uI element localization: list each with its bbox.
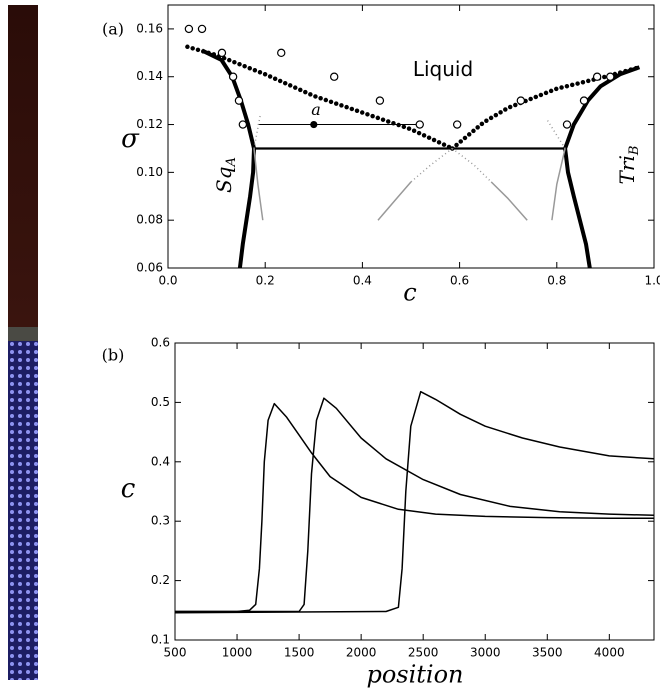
series-line bbox=[174, 390, 655, 614]
annotation: Liquid bbox=[413, 57, 473, 81]
open-circle bbox=[579, 96, 589, 105]
y-tick-label: 0.10 bbox=[136, 165, 163, 179]
y-tick-label: 0.6 bbox=[151, 336, 170, 350]
open-circle bbox=[516, 96, 526, 105]
open-circle bbox=[592, 72, 602, 81]
y-tick-label: 0.1 bbox=[151, 633, 170, 647]
open-circle bbox=[228, 72, 238, 81]
y-tick-label: 0.3 bbox=[151, 514, 170, 528]
open-circle bbox=[234, 96, 244, 105]
annotation: a bbox=[311, 100, 321, 119]
y-tick-label: 0.06 bbox=[136, 261, 163, 275]
annotation: SqA bbox=[212, 157, 239, 193]
open-circle bbox=[562, 120, 572, 129]
series-line bbox=[175, 402, 654, 613]
y-tick-label: 0.5 bbox=[151, 395, 170, 409]
x-tick-label: 500 bbox=[164, 646, 187, 660]
data-point bbox=[310, 120, 318, 129]
annotation-text: Liquid bbox=[413, 57, 473, 81]
series-line bbox=[253, 114, 262, 149]
x-tick-label: 1500 bbox=[284, 646, 315, 660]
y-axis-label: σ bbox=[121, 124, 140, 154]
annotation-text: a bbox=[311, 100, 321, 119]
series-line bbox=[201, 48, 256, 269]
panel: 0.0 0.2 0.4 0.6 0.8 1.0 0.06 0.08 0.10 0.12 0.14 0.… bbox=[102, 4, 660, 307]
x-tick-label: 1.0 bbox=[644, 274, 660, 288]
series-line bbox=[451, 147, 492, 183]
series-line bbox=[185, 44, 455, 151]
y-tick-label: 0.16 bbox=[136, 21, 163, 35]
series-line bbox=[175, 397, 655, 613]
series-line bbox=[490, 181, 528, 221]
series-line bbox=[377, 181, 412, 221]
y-tick-label: 0.4 bbox=[151, 454, 170, 468]
sample-strip bbox=[8, 5, 38, 680]
open-circle bbox=[375, 96, 385, 105]
x-tick-label: 4000 bbox=[594, 646, 625, 660]
open-circle bbox=[452, 120, 462, 129]
open-circle bbox=[415, 120, 424, 129]
axes-frame bbox=[167, 4, 655, 269]
annotation-text: Sq bbox=[212, 166, 236, 193]
annotation-text: Tri bbox=[615, 155, 639, 184]
annotation-subscript: B bbox=[627, 146, 642, 157]
open-circle bbox=[277, 48, 286, 58]
series-line bbox=[410, 147, 453, 183]
x-tick-label: 0.0 bbox=[158, 274, 177, 288]
open-circle bbox=[606, 72, 615, 81]
x-tick-label: 0.8 bbox=[547, 274, 566, 288]
y-tick-label: 0.12 bbox=[136, 117, 163, 131]
x-tick-label: 1000 bbox=[222, 646, 253, 660]
x-tick-label: 0.4 bbox=[353, 274, 372, 288]
open-circle bbox=[217, 48, 227, 58]
y-axis-label: c bbox=[121, 474, 136, 504]
x-tick-label: 0.2 bbox=[256, 274, 275, 288]
y-tick-label: 0.14 bbox=[136, 69, 163, 83]
x-tick-label: 3000 bbox=[470, 646, 501, 660]
x-tick-label: 2000 bbox=[346, 646, 377, 660]
annotation: TriB bbox=[615, 146, 642, 185]
open-circle bbox=[197, 24, 207, 34]
y-tick-label: 0.2 bbox=[151, 573, 170, 587]
y-tick-label: 0.08 bbox=[136, 213, 163, 227]
series-line bbox=[551, 148, 566, 221]
open-circle bbox=[184, 24, 194, 34]
panel-label: (a) bbox=[102, 20, 124, 39]
x-tick-label: 0.6 bbox=[450, 274, 469, 288]
series-line bbox=[253, 148, 264, 221]
annotation-subscript: A bbox=[224, 157, 239, 167]
open-circle bbox=[238, 120, 248, 129]
x-axis-label: c bbox=[403, 279, 416, 307]
panel: 500 1000 1500 2000 2500 3000 3500 4000 0.1 0.2 0.3… bbox=[102, 336, 655, 689]
axes-frame bbox=[174, 342, 655, 641]
x-axis-label: position bbox=[366, 661, 463, 689]
series-line bbox=[546, 119, 566, 149]
panel-label: (b) bbox=[102, 346, 125, 365]
open-circle bbox=[330, 72, 339, 81]
x-tick-label: 2500 bbox=[408, 646, 439, 660]
x-tick-label: 3500 bbox=[532, 646, 563, 660]
